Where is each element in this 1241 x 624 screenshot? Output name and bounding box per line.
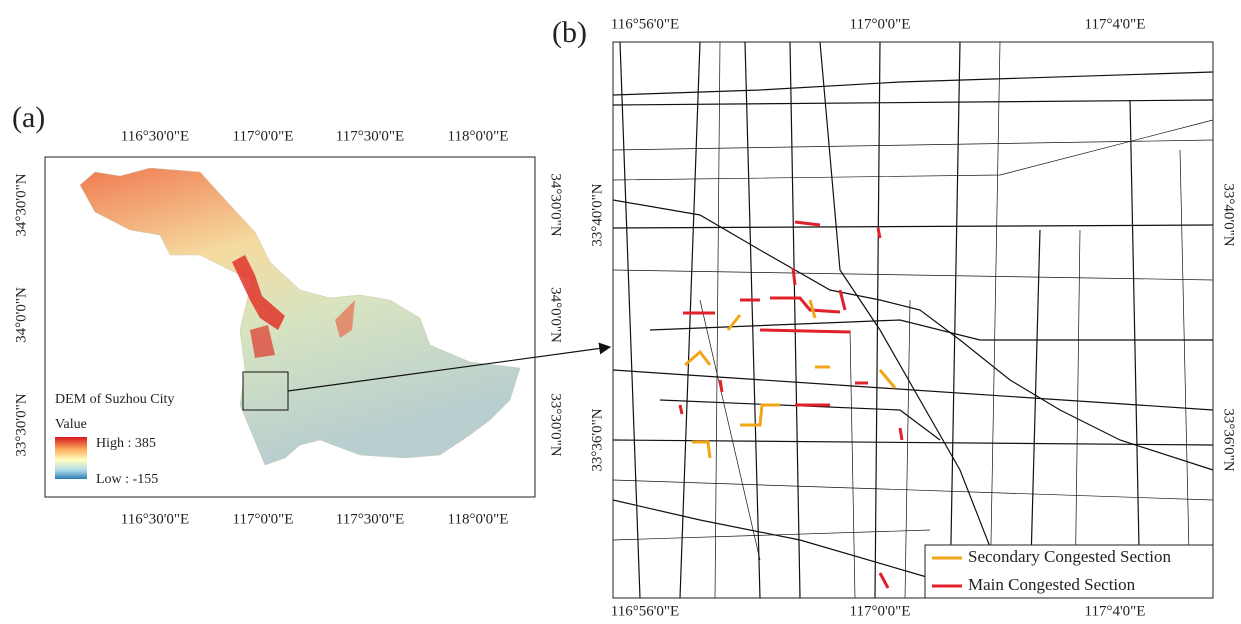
- x-tick-label: 117°0'0"E: [850, 16, 911, 32]
- legend-subtitle: Value: [55, 417, 87, 432]
- legend-title: DEM of Suzhou City: [55, 392, 174, 407]
- x-tick-label: 117°0'0"E: [233, 511, 294, 527]
- x-tick-label: 117°30'0"E: [336, 511, 404, 527]
- legend-low: Low : -155: [96, 472, 158, 487]
- x-tick-label: 118°0'0"E: [448, 128, 509, 144]
- y-tick-label: 33°36'0"N: [1221, 408, 1237, 471]
- legend-label: Secondary Congested Section: [968, 547, 1172, 566]
- panel-label: (a): [12, 101, 45, 134]
- y-tick-label: 33°40'0"N: [1221, 183, 1237, 246]
- x-tick-label: 116°30'0"E: [121, 128, 189, 144]
- x-tick-label: 117°4'0"E: [1085, 16, 1146, 32]
- x-tick-label: 118°0'0"E: [448, 511, 509, 527]
- legend-ramp: [55, 437, 87, 479]
- figure: (a) DEM of Suzhou City Value High : 385 …: [0, 0, 1241, 624]
- y-tick-label: 33°30'0"N: [13, 393, 29, 456]
- map-frame: [613, 42, 1213, 598]
- x-tick-label: 116°30'0"E: [121, 511, 189, 527]
- x-tick-label: 116°56'0"E: [611, 16, 679, 32]
- y-tick-label: 33°40'0"N: [589, 183, 605, 246]
- x-tick-label: 117°30'0"E: [336, 128, 404, 144]
- y-tick-label: 34°30'0"N: [548, 173, 564, 236]
- road-network: [613, 42, 1213, 598]
- legend-label: Main Congested Section: [968, 575, 1136, 594]
- panel-label: (b): [552, 16, 587, 49]
- y-tick-label: 34°0'0"N: [548, 287, 564, 343]
- x-tick-label: 117°0'0"E: [233, 128, 294, 144]
- legend-high: High : 385: [96, 436, 156, 451]
- y-tick-label: 34°30'0"N: [13, 173, 29, 236]
- x-tick-label: 117°0'0"E: [850, 603, 911, 619]
- y-tick-label: 34°0'0"N: [13, 287, 29, 343]
- y-tick-label: 33°36'0"N: [589, 408, 605, 471]
- city-area: [80, 168, 520, 465]
- x-tick-label: 117°4'0"E: [1085, 603, 1146, 619]
- x-tick-label: 116°56'0"E: [611, 603, 679, 619]
- y-tick-label: 33°30'0"N: [548, 393, 564, 456]
